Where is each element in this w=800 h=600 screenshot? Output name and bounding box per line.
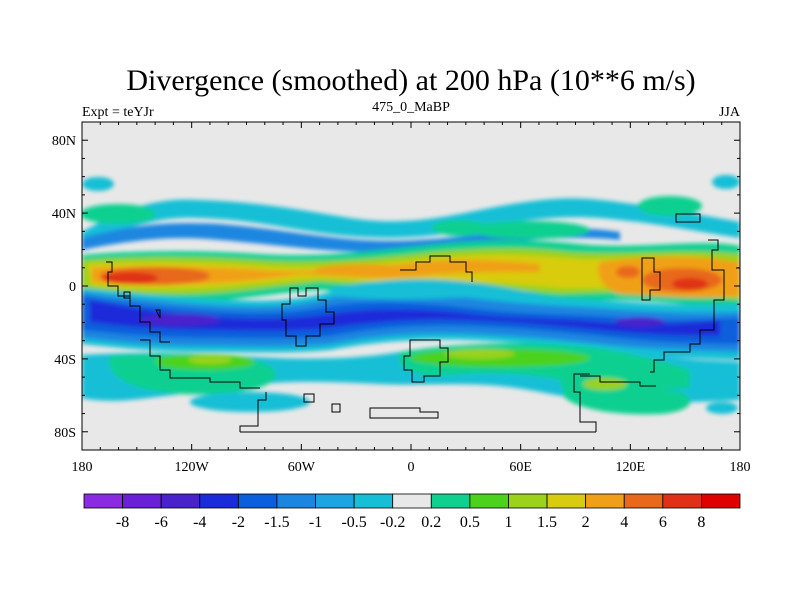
max-west-pacific-red: [672, 278, 708, 290]
eq-deepblue: [90, 300, 720, 336]
x-tick-label: 60E: [509, 460, 532, 475]
colorbar-label: -2: [232, 514, 245, 531]
colorbar-box: [392, 493, 432, 509]
coast-antarctica-peninsula: [303, 393, 315, 403]
y-tick-label: 40N: [52, 207, 76, 222]
colorbar-label: 6: [659, 514, 667, 531]
green-blob-north-east-asia: [638, 196, 702, 216]
x-tick-label: 180: [72, 460, 93, 475]
colorbar-box: [546, 493, 587, 509]
colorbar-label: -0.5: [341, 514, 366, 531]
colorbar-label: 8: [697, 514, 705, 531]
colorbar-box: [315, 493, 355, 509]
y-tick-label: 80N: [52, 134, 76, 149]
colorbar-box: [430, 493, 471, 509]
s-band-yellow-east: [583, 378, 627, 390]
s-band-yellow-west: [188, 356, 232, 364]
green-blob-north-atlantic: [432, 220, 488, 236]
colorbar-label: -1.5: [264, 514, 289, 531]
lightblue-blob-antarctic-east: [706, 402, 738, 414]
coast-south-africa: [403, 339, 449, 383]
max-convergence-south-pacific: [140, 314, 220, 326]
run-id-label: 475_0_MaBP: [372, 100, 450, 115]
colorbar-label: -1: [309, 514, 322, 531]
coast-australia: [580, 375, 656, 387]
coast-south-america-tip: [140, 339, 260, 389]
coast-antarctica: [239, 373, 597, 433]
colorbar-box: [701, 493, 741, 509]
colorbar-label: -6: [155, 514, 168, 531]
eq-atlantic-lightblue: [330, 279, 540, 300]
max-east-pacific-red: [102, 272, 158, 284]
lightblue-blob-northeast: [712, 175, 740, 189]
colorbar-box: [508, 493, 548, 509]
colorbar-box: [585, 493, 625, 509]
coast-antarctica-island: [331, 403, 341, 413]
colorbar-box: [160, 493, 201, 509]
x-tick-label: 120W: [175, 460, 210, 475]
x-tick-label: 180: [730, 460, 751, 475]
max-convergence-indian: [615, 317, 665, 327]
s-band-yellow-mid: [445, 349, 515, 359]
colorbar-box: [83, 493, 123, 509]
coast-east-asia: [650, 239, 725, 373]
max-atlantic-orange: [315, 264, 415, 276]
colorbar-label: -8: [116, 514, 129, 531]
chart-title: Divergence (smoothed) at 200 hPa (10**6 …: [126, 64, 695, 97]
y-tick-label: 80S: [54, 426, 76, 441]
colorbar: -8 -6 -4 -2 -1.5 -1 -0.5 -0.2 0.2 0.5 1 1.5 2 4 6 8: [83, 493, 741, 531]
colorbar-label: 2: [582, 514, 590, 531]
x-tick-label: 0: [408, 460, 415, 475]
y-tick-label: 40S: [54, 353, 76, 368]
green-blob-europe: [470, 221, 590, 239]
coast-north-east-asia: [675, 213, 701, 223]
experiment-label: Expt = teYJr: [82, 105, 154, 120]
colorbar-label: -4: [193, 514, 206, 531]
colorbar-label: 1.5: [537, 514, 557, 531]
x-tick-label: 60W: [288, 460, 316, 475]
divergence-field: [82, 175, 740, 433]
colorbar-label: 0.2: [421, 514, 441, 531]
coast-central-america: [106, 261, 170, 343]
colorbar-label: 4: [620, 514, 628, 531]
colorbar-box: [237, 493, 278, 509]
colorbar-label: -0.2: [380, 514, 405, 531]
colorbar-label: 0.5: [460, 514, 480, 531]
lightblue-blob-south-atlantic: [390, 390, 470, 402]
colorbar-box: [469, 493, 509, 509]
coast-asia-east: [641, 257, 661, 301]
colorbar-box: [623, 493, 664, 509]
colorbar-box: [662, 493, 702, 509]
max-indian-darkorange: [616, 266, 640, 278]
coastlines: [106, 213, 740, 433]
coast-south-america: [281, 287, 335, 347]
green-blob-north-pacific: [82, 204, 156, 224]
lightblue-blob-antarctica: [190, 392, 310, 412]
colorbar-box: [276, 493, 316, 509]
colorbar-box: [122, 493, 162, 509]
n-band-lightblue: [82, 198, 740, 248]
season-label: JJA: [719, 105, 741, 120]
axes: 180 120W 60W 0 60E 120E 180 80N 40N 0 40S 80S: [52, 122, 751, 475]
lightblue-blob-northwest: [82, 177, 114, 191]
x-tick-label: 120E: [616, 460, 646, 475]
coast-africa: [400, 255, 473, 282]
colorbar-box: [199, 493, 239, 509]
y-tick-label: 0: [69, 280, 76, 295]
colorbar-box: [353, 493, 394, 509]
colorbar-label: 1: [504, 514, 512, 531]
